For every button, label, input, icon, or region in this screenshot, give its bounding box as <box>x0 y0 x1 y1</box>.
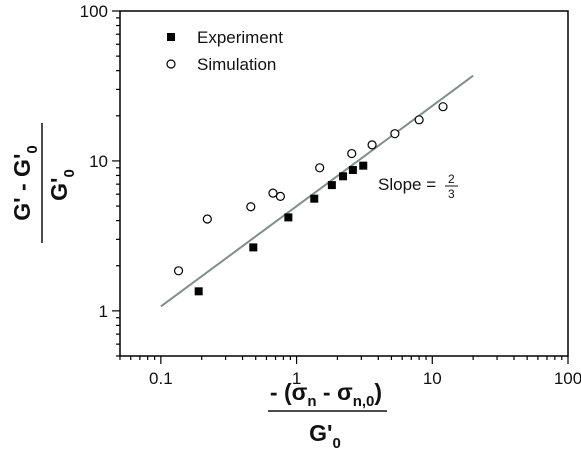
y-axis-ticks: 1 10 100 <box>80 2 120 357</box>
slope-numerator: 2 <box>448 172 455 186</box>
experiment-point <box>194 287 203 296</box>
experiment-point <box>339 172 348 181</box>
experiment-point <box>284 213 293 222</box>
data-points <box>173 102 448 296</box>
legend-label-simulation: Simulation <box>197 55 276 74</box>
experiment-point <box>359 161 368 170</box>
simulation-point <box>390 129 400 139</box>
plot-frame <box>119 10 569 357</box>
simulation-point <box>246 202 256 212</box>
x-label-denominator: G'0 <box>309 420 341 452</box>
simulation-point <box>414 115 424 125</box>
x-label-sub2: n,0 <box>353 393 375 410</box>
x-label-prefix: - (σ <box>270 379 308 405</box>
experiment-point <box>249 243 258 252</box>
x-tick-label: 0.1 <box>149 369 173 388</box>
experiment-point <box>327 181 336 190</box>
fit-line <box>160 74 474 308</box>
simulation-point <box>268 188 278 198</box>
legend-marker-simulation <box>166 59 176 69</box>
x-axis-ticks: 0.1 1 10 100 <box>119 356 581 388</box>
x-label-numerator: - (σn - σn,0) <box>270 379 382 410</box>
simulation-point <box>173 266 184 276</box>
y-axis-label: G' - G'0 G'0 <box>9 123 78 243</box>
experiment-point <box>348 166 357 175</box>
x-label-sub1: n <box>307 393 316 410</box>
x-tick-label: 10 <box>423 369 442 388</box>
y-tick-label: 1 <box>99 302 108 321</box>
y-label-den-main: G' <box>46 177 72 200</box>
y-tick-label: 10 <box>89 152 108 171</box>
y-label-denominator: G'0 <box>46 169 78 201</box>
legend-label-experiment: Experiment <box>197 28 283 47</box>
y-label-num-sub: 0 <box>24 145 41 153</box>
slope-denominator: 3 <box>448 187 455 201</box>
legend-marker-experiment <box>167 33 175 41</box>
y-tick-label: 100 <box>80 2 108 21</box>
simulation-point <box>275 191 285 202</box>
x-tick-label: 100 <box>554 369 581 388</box>
simulation-point <box>315 163 325 173</box>
y-label-numerator: G' - G'0 <box>9 145 41 221</box>
experiment-point <box>310 194 319 203</box>
simulation-point <box>438 102 448 112</box>
simulation-point <box>202 214 212 224</box>
y-label-den-sub: 0 <box>61 169 78 177</box>
y-label-num-a: G' - G' <box>9 154 35 221</box>
slope-annotation: Slope = 2 3 <box>378 172 458 201</box>
x-label-den-sub: 0 <box>333 435 341 452</box>
legend: Experiment Simulation <box>166 28 283 74</box>
simulation-point <box>367 140 377 150</box>
simulation-point <box>347 148 357 159</box>
x-label-den-main: G' <box>309 420 332 446</box>
x-axis-label: - (σn - σn,0) G'0 <box>268 379 387 452</box>
slope-text: Slope = <box>378 175 436 194</box>
x-label-mid: - σ <box>317 379 353 405</box>
x-tick-label: 1 <box>292 369 301 388</box>
x-label-suffix: ) <box>374 379 382 405</box>
